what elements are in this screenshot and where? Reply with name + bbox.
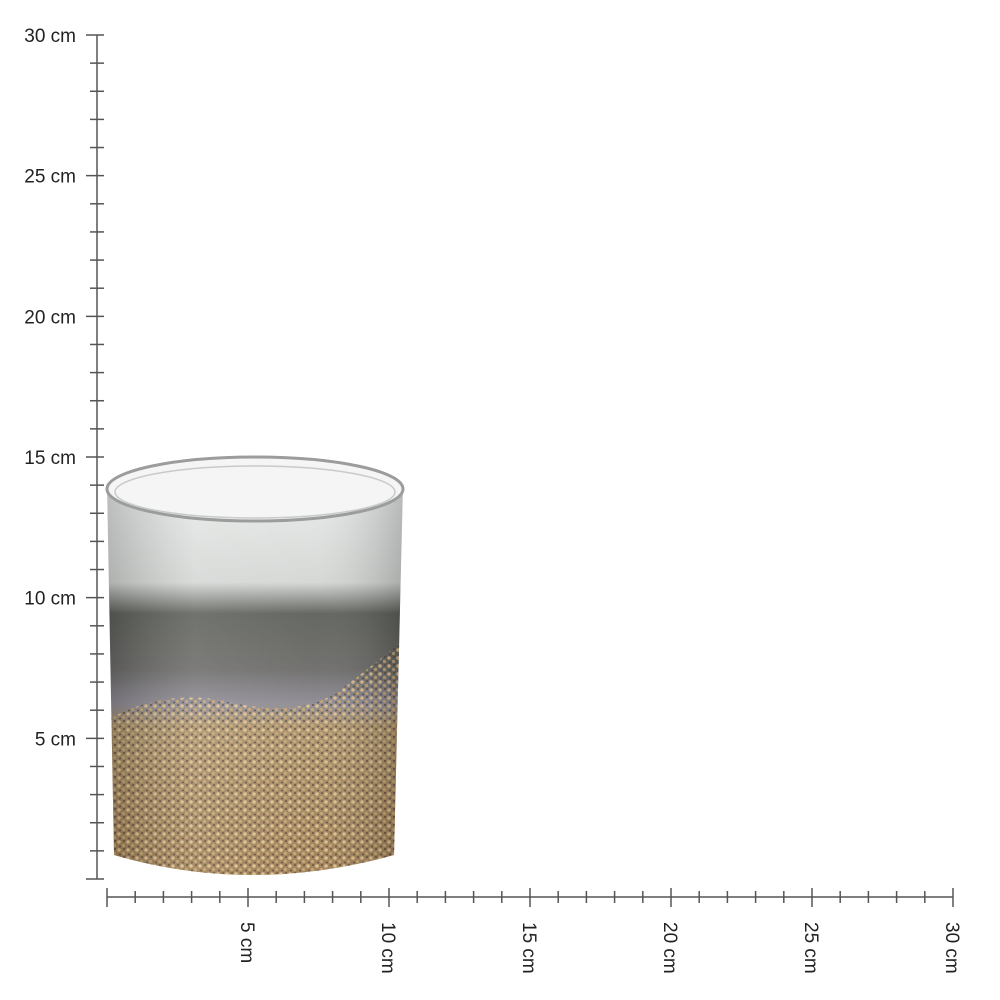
ruler-label: 10 cm: [24, 589, 76, 610]
ruler-label: 25 cm: [800, 922, 821, 974]
ruler-label: 15 cm: [518, 922, 539, 974]
ruler-label: 5 cm: [35, 729, 76, 750]
ruler-label: 15 cm: [24, 448, 76, 469]
ruler-label: 10 cm: [377, 922, 398, 974]
horizontal-ruler: 5 cm 10 cm 15 cm 20 cm 25 cm 30 cm: [106, 888, 962, 974]
ruler-label: 30 cm: [941, 922, 962, 974]
ruler-label: 25 cm: [24, 167, 76, 188]
ruler-label: 20 cm: [24, 307, 76, 328]
ruler-label: 20 cm: [659, 922, 680, 974]
glass-vase: [105, 455, 405, 875]
ruler-label: 5 cm: [236, 922, 257, 963]
vertical-ruler: 30 cm 25 cm 20 cm 15 cm 10 cm 5 cm: [24, 26, 104, 880]
ruler-label: 30 cm: [24, 26, 76, 47]
